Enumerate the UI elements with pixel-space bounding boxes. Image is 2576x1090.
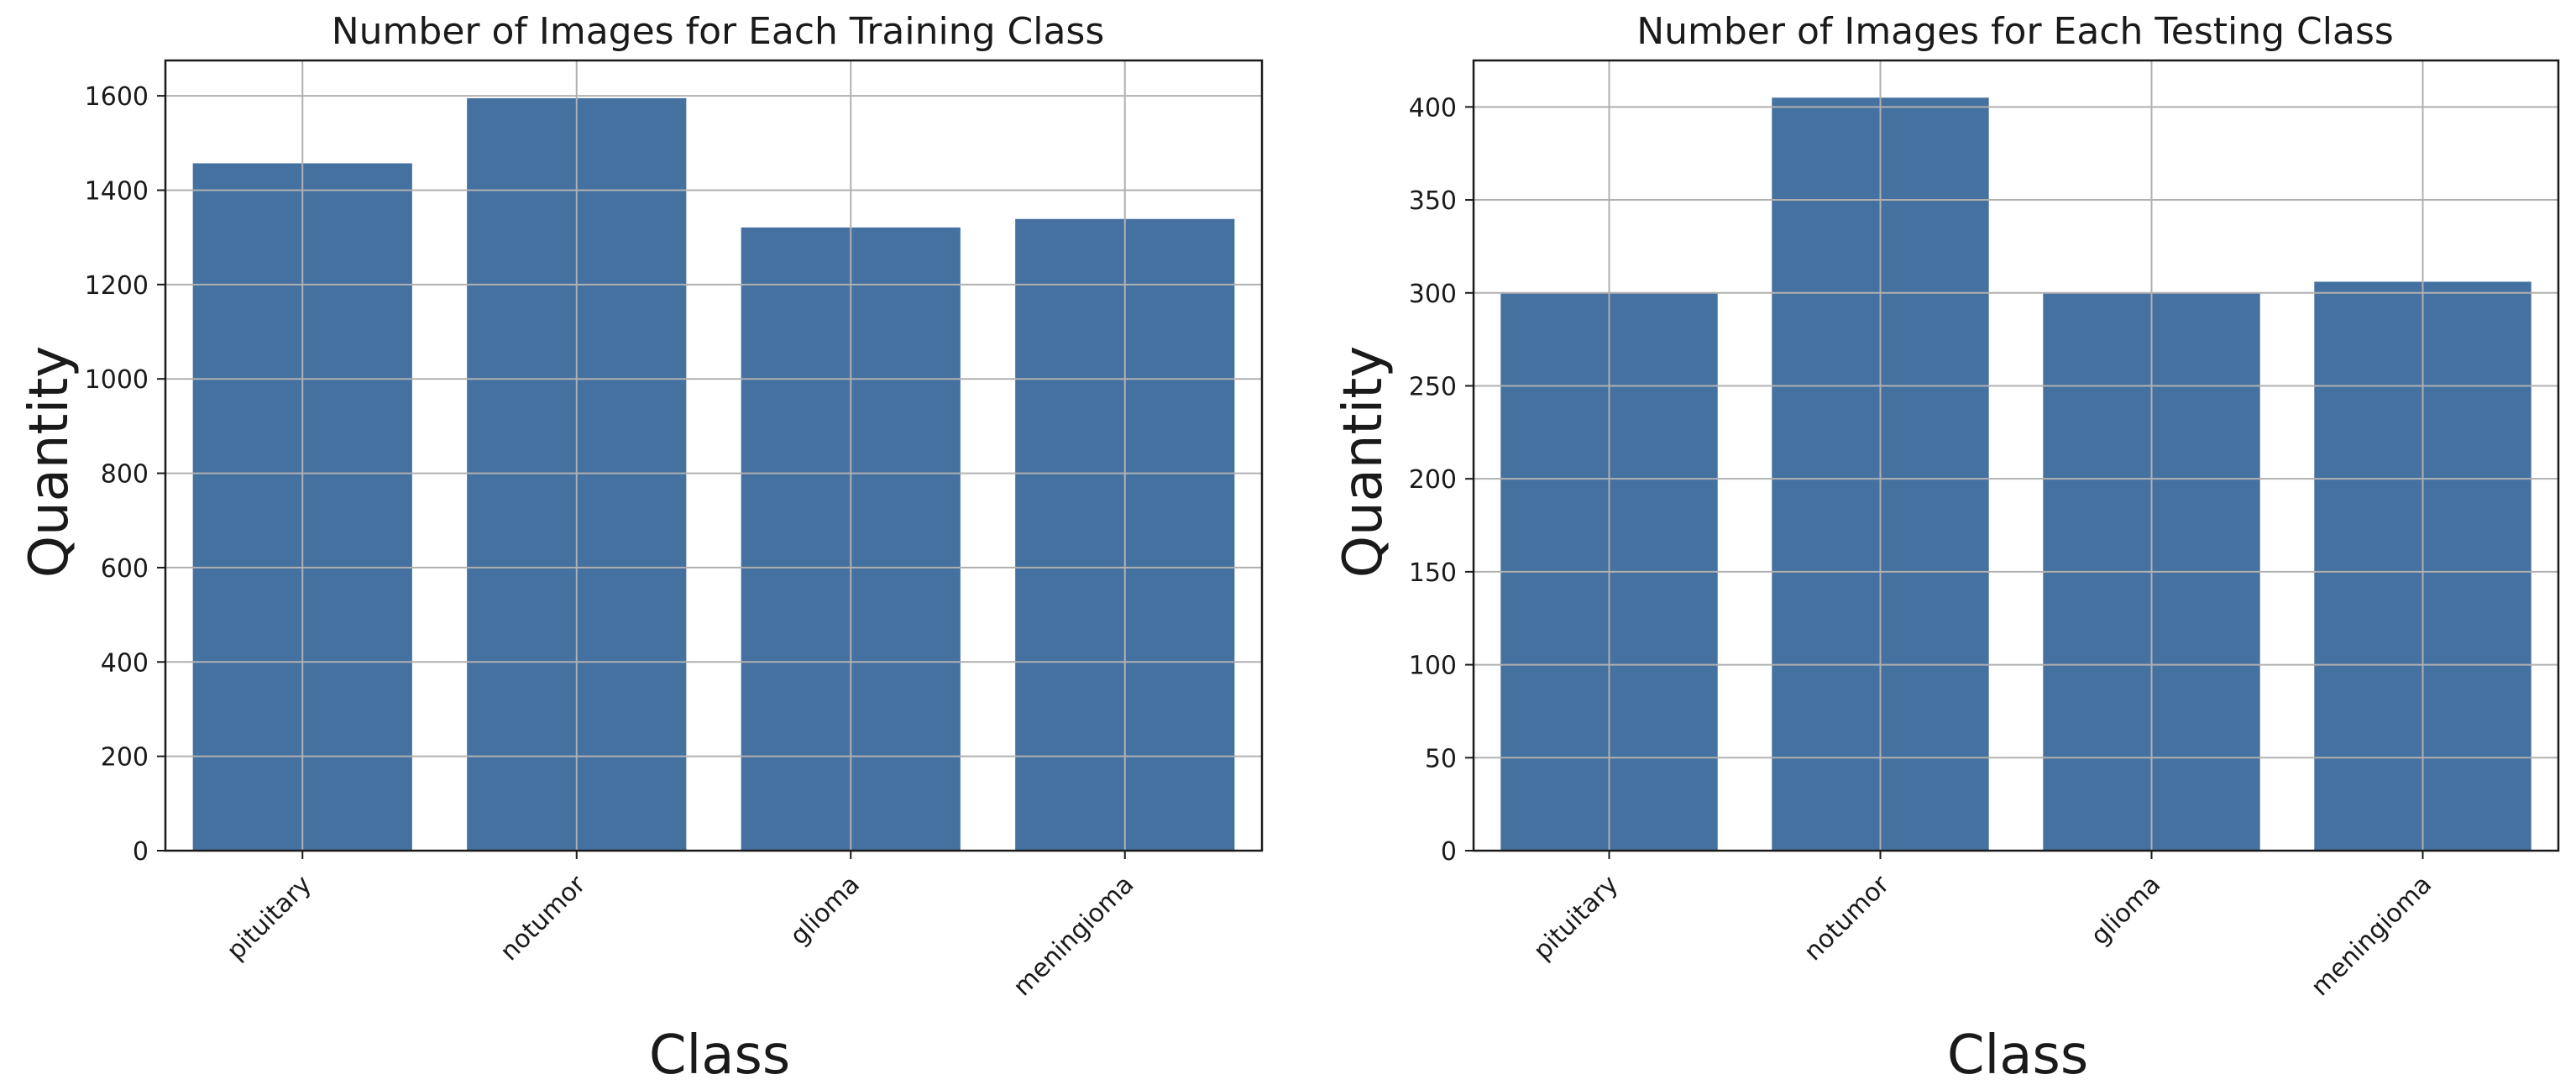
y-tick-label: 250 <box>1409 372 1457 401</box>
axes-frame <box>1472 59 2560 852</box>
y-tick-label: 150 <box>1409 558 1457 588</box>
y-tick-label: 350 <box>1409 186 1457 216</box>
x-tick-label: meningioma <box>2306 870 2437 1002</box>
y-tick-label: 600 <box>101 554 149 584</box>
y-tick-label: 0 <box>133 837 149 867</box>
x-axis-label: Class <box>1947 1024 2088 1087</box>
x-axis-label: Class <box>649 1024 790 1087</box>
y-axis-label: Quantity <box>1333 346 1395 579</box>
y-tick-label: 800 <box>101 460 149 490</box>
y-tick-label: 200 <box>101 743 149 773</box>
y-tick-label: 1600 <box>85 82 149 112</box>
training-chart: Number of Images for Each Training Class… <box>18 10 1264 1087</box>
x-tick-label: notumor <box>495 869 592 967</box>
y-tick-label: 1400 <box>85 176 149 206</box>
x-tick-label: pituitary <box>222 870 317 966</box>
y-tick-label: 300 <box>1409 280 1457 309</box>
chart-title: Number of Images for Each Testing Class <box>1636 10 2394 53</box>
y-tick-label: 1000 <box>85 365 149 395</box>
plot-area: 0 200 400 600 800 1000 1200 1400 1600 pituitary no… <box>85 59 1264 1002</box>
y-tick-label: 400 <box>1409 93 1457 123</box>
y-tick-label: 50 <box>1425 744 1457 773</box>
y-tick-label: 400 <box>101 648 149 678</box>
testing-chart: Number of Images for Each Testing Class … <box>1333 10 2560 1087</box>
x-tick-label: meningioma <box>1008 870 1139 1002</box>
plot-area: 0 50 100 150 200 250 300 350 400 pituitary notumor… <box>1409 59 2560 1002</box>
x-tick-label: pituitary <box>1528 870 1624 966</box>
y-tick-label: 1200 <box>85 271 149 301</box>
x-tick-label: notumor <box>1798 869 1896 967</box>
y-tick-label: 200 <box>1409 465 1457 495</box>
axes-frame <box>164 59 1264 852</box>
y-axis-label: Quantity <box>18 346 81 579</box>
x-tick-label: glioma <box>784 870 866 951</box>
chart-title: Number of Images for Each Training Class <box>332 10 1105 53</box>
x-tick-label: glioma <box>2086 870 2167 951</box>
y-tick-label: 0 <box>1441 837 1457 867</box>
y-tick-label: 100 <box>1409 652 1457 681</box>
